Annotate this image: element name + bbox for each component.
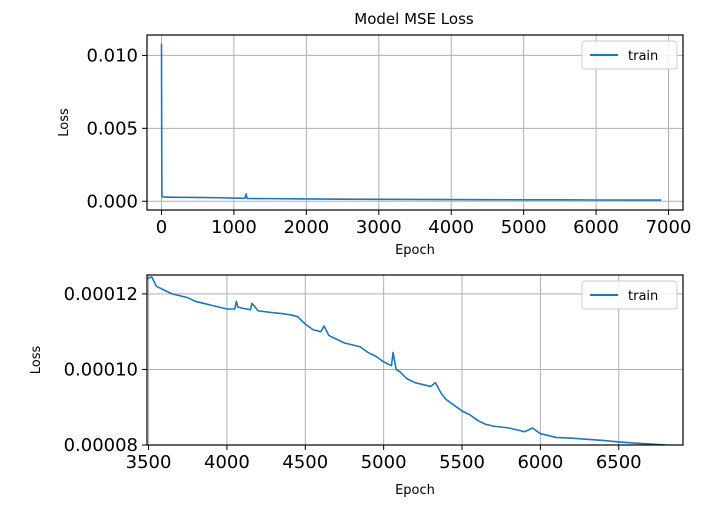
- legend-label: train: [628, 289, 658, 304]
- legend-box: [581, 280, 678, 310]
- chart-title: Model MSE Loss: [354, 10, 474, 28]
- x-tick-label: 4500: [282, 452, 328, 473]
- plot-frame: [146, 274, 684, 446]
- y-tick-label: 0.005: [86, 118, 138, 139]
- x-axis-label: Epoch: [395, 243, 435, 258]
- x-tick-label: 7000: [646, 217, 692, 238]
- x-tick-label: 2000: [283, 217, 329, 238]
- y-tick-label: 0.00010: [64, 359, 138, 380]
- x-tick-label: 5000: [361, 452, 407, 473]
- x-tick-label: 6500: [596, 452, 642, 473]
- top-plot: 0 1000 2000 3000 4000 5000 6000 7000 0.000 0.005 0…: [57, 34, 692, 258]
- y-axis-label: Loss: [57, 108, 72, 137]
- x-tick-label: 6000: [517, 452, 563, 473]
- x-axis-label: Epoch: [395, 483, 435, 498]
- y-axis-label: Loss: [29, 346, 44, 375]
- legend-box: [581, 40, 678, 70]
- y-tick-label: 0.000: [86, 191, 138, 212]
- legend-label: train: [628, 49, 658, 64]
- x-tick-label: 4000: [204, 452, 250, 473]
- x-tick-label: 1000: [211, 217, 257, 238]
- x-tick-label: 3500: [126, 452, 172, 473]
- y-tick-label: 0.010: [86, 45, 138, 66]
- bottom-plot: 3500 4000 4500 5000 5500 6000 6500 0.00008 0.000…: [29, 274, 684, 498]
- series-line-train: [147, 276, 682, 445]
- y-tick-label: 0.00012: [64, 284, 138, 305]
- x-tick-label: 4000: [428, 217, 474, 238]
- series-line-train: [160, 43, 662, 201]
- x-tick-label: 0: [156, 217, 167, 238]
- plot-frame: [146, 34, 684, 211]
- x-tick-label: 6000: [573, 217, 619, 238]
- x-tick-label: 5500: [439, 452, 485, 473]
- x-tick-label: 3000: [356, 217, 402, 238]
- y-tick-label: 0.00008: [64, 435, 138, 456]
- x-tick-label: 5000: [501, 217, 547, 238]
